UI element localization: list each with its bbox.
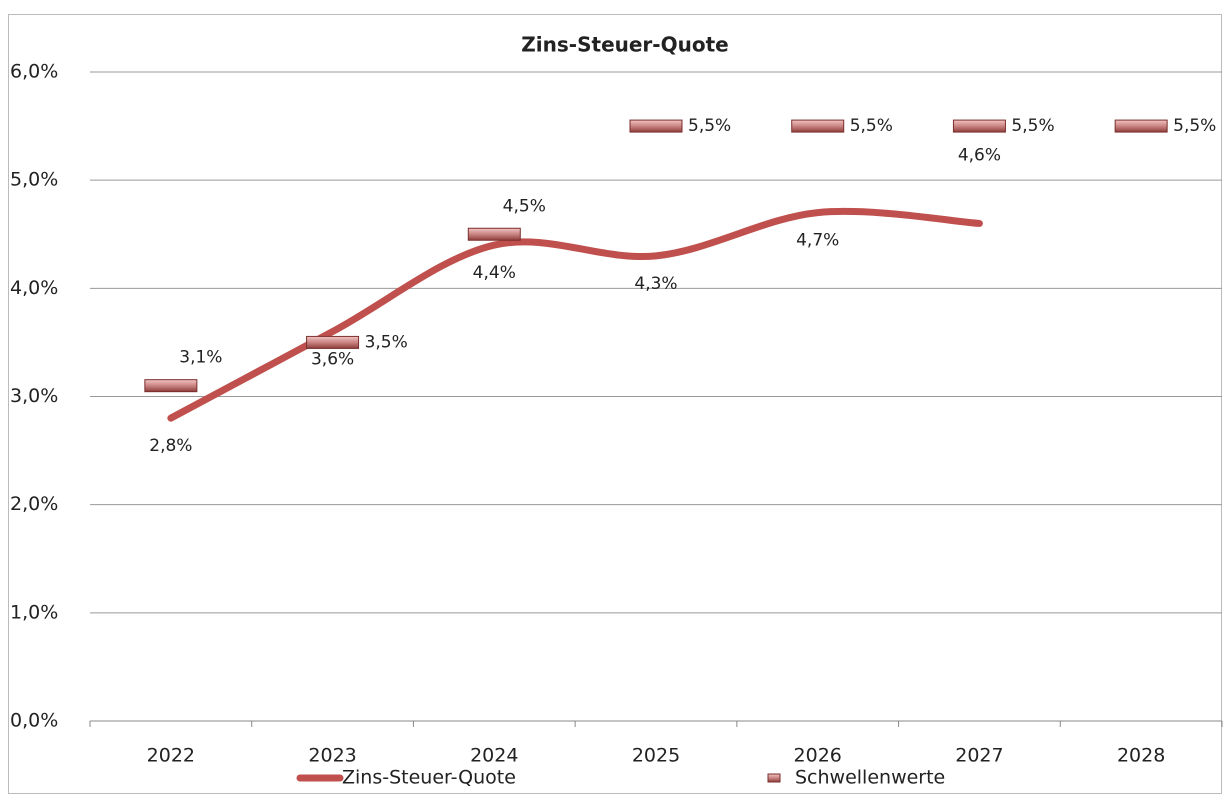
data-label: 4,4% bbox=[473, 263, 516, 283]
x-tick-label: 2027 bbox=[955, 745, 1003, 767]
data-label: 5,5% bbox=[850, 116, 893, 136]
data-label: 5,5% bbox=[1173, 116, 1216, 136]
y-tick-label: 4,0% bbox=[10, 277, 58, 299]
x-tick-label: 2026 bbox=[794, 745, 842, 767]
y-tick-label: 6,0% bbox=[10, 61, 58, 83]
y-tick-label: 5,0% bbox=[10, 169, 58, 191]
data-label: 3,6% bbox=[311, 350, 354, 370]
y-tick-label: 2,0% bbox=[10, 493, 58, 515]
marker bbox=[629, 119, 683, 133]
data-label: 4,3% bbox=[634, 274, 677, 294]
legend-label: Zins-Steuer-Quote bbox=[342, 767, 516, 789]
y-tick-label: 3,0% bbox=[10, 385, 58, 407]
chart-frame bbox=[8, 14, 1222, 794]
data-label: 5,5% bbox=[1011, 116, 1054, 136]
legend-label: Schwellenwerte bbox=[795, 767, 945, 789]
chart-title: Zins-Steuer-Quote bbox=[521, 33, 728, 57]
x-tick-label: 2028 bbox=[1117, 745, 1165, 767]
marker bbox=[306, 335, 360, 349]
data-label: 4,7% bbox=[796, 231, 839, 251]
y-tick-label: 1,0% bbox=[10, 601, 58, 623]
x-tick-label: 2024 bbox=[470, 745, 518, 767]
x-tick-label: 2022 bbox=[147, 745, 195, 767]
y-tick-label: 0,0% bbox=[10, 710, 58, 732]
data-label: 5,5% bbox=[688, 116, 731, 136]
data-label: 4,6% bbox=[958, 145, 1001, 165]
marker bbox=[791, 119, 845, 133]
marker bbox=[952, 119, 1006, 133]
data-label: 3,5% bbox=[365, 332, 408, 352]
data-label: 4,5% bbox=[503, 196, 546, 216]
data-label: 3,1% bbox=[179, 348, 222, 368]
data-label: 2,8% bbox=[149, 436, 192, 456]
legend-marker bbox=[767, 773, 781, 783]
marker bbox=[1114, 119, 1168, 133]
marker bbox=[144, 379, 198, 393]
x-tick-label: 2025 bbox=[632, 745, 680, 767]
x-tick-label: 2023 bbox=[308, 745, 356, 767]
marker bbox=[467, 227, 521, 241]
